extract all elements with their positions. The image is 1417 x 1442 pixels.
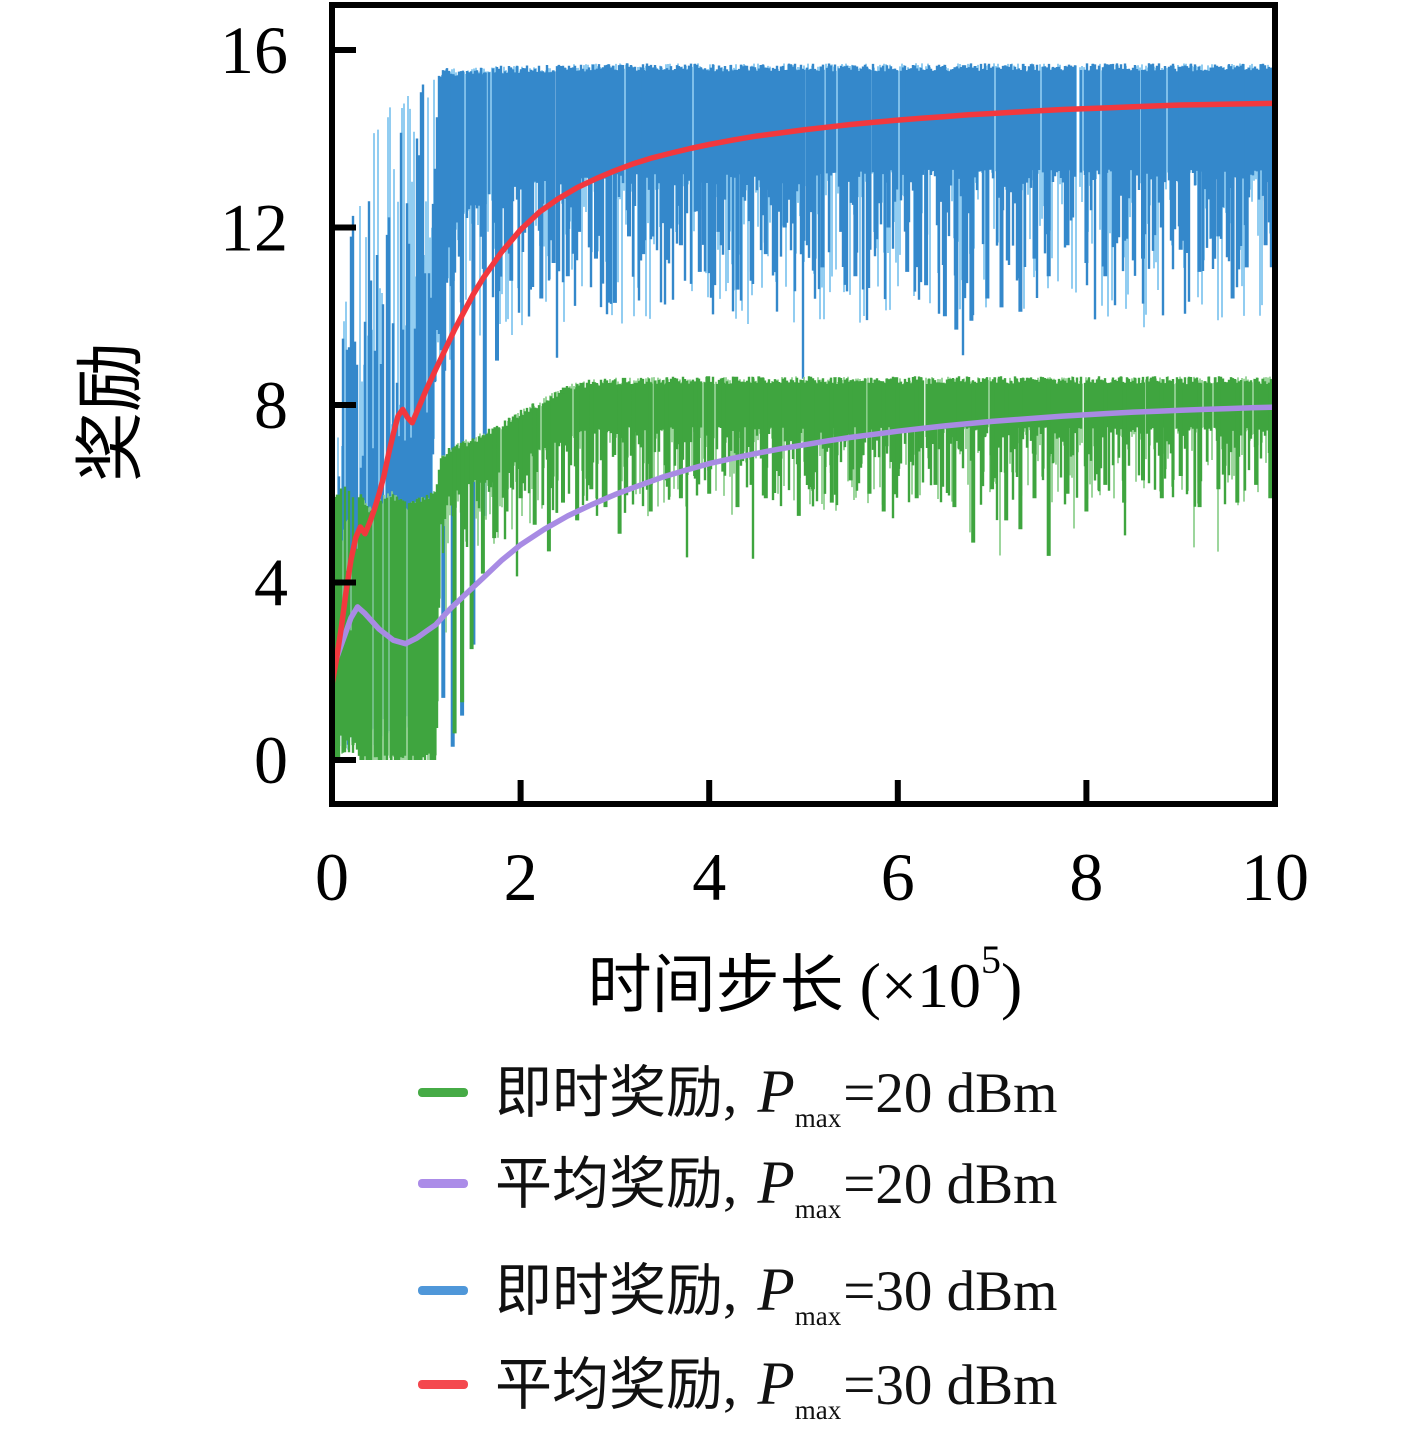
plot-area xyxy=(335,63,1272,760)
noisy-series-spikes xyxy=(452,382,1272,734)
x-tick-label: 4 xyxy=(692,839,726,915)
x-tick-label: 10 xyxy=(1241,839,1309,915)
y-tick-label: 4 xyxy=(254,545,288,621)
y-tick-label: 12 xyxy=(220,190,288,266)
smooth-series xyxy=(335,404,1272,672)
noisy-series-spikes xyxy=(441,70,1268,747)
y-tick-label: 8 xyxy=(254,367,288,443)
x-tick-label: 6 xyxy=(881,839,915,915)
smooth-series xyxy=(335,100,1272,684)
axes: 0 4 8 12 16 0 2 4 6 8 10 xyxy=(220,12,1309,915)
y-axis-label: 奖励 xyxy=(74,342,151,482)
x-tick-label: 8 xyxy=(1069,839,1103,915)
y-tick-label: 16 xyxy=(220,12,288,88)
x-tick-label: 0 xyxy=(315,839,349,915)
y-tick-label: 0 xyxy=(254,722,288,798)
x-tick-label: 2 xyxy=(504,839,538,915)
x-axis-label: 时间步长 (×105) xyxy=(588,937,1023,1021)
